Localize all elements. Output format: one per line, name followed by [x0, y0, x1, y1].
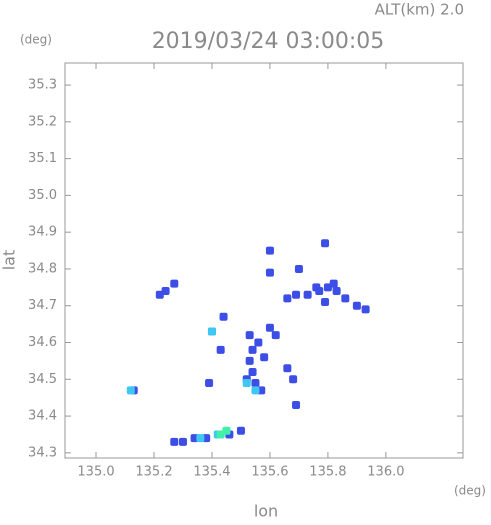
echo-point — [236, 426, 245, 435]
echo-point — [265, 323, 274, 332]
echo-point — [321, 239, 330, 248]
echo-point — [260, 353, 269, 362]
echo-point — [216, 345, 225, 354]
y-tick-label: 35.3 — [28, 78, 57, 93]
y-tick-label: 34.3 — [28, 445, 57, 460]
echo-point — [294, 264, 303, 273]
echo-point — [289, 375, 298, 384]
altitude-label: ALT(km) 2.0 — [375, 1, 464, 19]
echo-point — [283, 294, 292, 303]
chart-title: 2019/03/24 03:00:05 — [152, 29, 385, 54]
echo-point — [251, 386, 260, 395]
echo-point — [170, 437, 179, 446]
echo-point — [207, 327, 216, 336]
echo-point — [283, 364, 292, 373]
echo-point — [222, 426, 231, 435]
echo-point — [265, 268, 274, 277]
echo-point — [329, 279, 338, 288]
echo-point — [352, 301, 361, 310]
x-tick-label: 135.2 — [135, 465, 172, 480]
echo-point — [292, 401, 301, 410]
echo-point — [321, 298, 330, 307]
echo-point — [265, 246, 274, 255]
echo-point — [248, 367, 257, 376]
y-unit: (deg) — [20, 33, 52, 47]
echo-point — [219, 312, 228, 321]
echo-point — [245, 356, 254, 365]
echo-point — [292, 290, 301, 299]
echo-point — [271, 331, 280, 340]
echo-point — [126, 386, 135, 395]
echo-point — [251, 378, 260, 387]
echo-point — [341, 294, 350, 303]
y-tick-label: 34.5 — [28, 372, 57, 387]
echo-point — [248, 345, 257, 354]
echo-point — [205, 378, 214, 387]
x-tick-label: 135.8 — [309, 465, 346, 480]
x-tick-label: 136.0 — [367, 465, 404, 480]
echo-point — [361, 305, 370, 314]
echo-point — [170, 279, 179, 288]
echo-point — [155, 290, 164, 299]
echo-point — [178, 437, 187, 446]
x-tick-label: 135.4 — [193, 465, 230, 480]
y-tick-label: 35.2 — [28, 114, 57, 129]
x-tick-label: 135.6 — [251, 465, 288, 480]
echo-point — [196, 434, 205, 443]
echo-point — [303, 290, 312, 299]
echo-point — [332, 287, 341, 296]
y-tick-label: 35.1 — [28, 151, 57, 166]
y-axis-label: lat — [0, 250, 19, 271]
echo-point — [245, 331, 254, 340]
plot-frame — [64, 62, 464, 459]
echo-point — [312, 283, 321, 292]
y-tick-label: 34.4 — [28, 409, 57, 424]
echo-point — [242, 378, 251, 387]
y-tick-label: 34.8 — [28, 261, 57, 276]
y-tick-label: 34.9 — [28, 225, 57, 240]
y-tick-label: 34.6 — [28, 335, 57, 350]
x-tick-label: 135.0 — [77, 465, 114, 480]
echo-point — [254, 338, 263, 347]
y-tick-label: 34.7 — [28, 298, 57, 313]
y-tick-label: 35.0 — [28, 188, 57, 203]
x-unit: (deg) — [454, 484, 486, 498]
x-axis-label: lon — [254, 502, 278, 521]
